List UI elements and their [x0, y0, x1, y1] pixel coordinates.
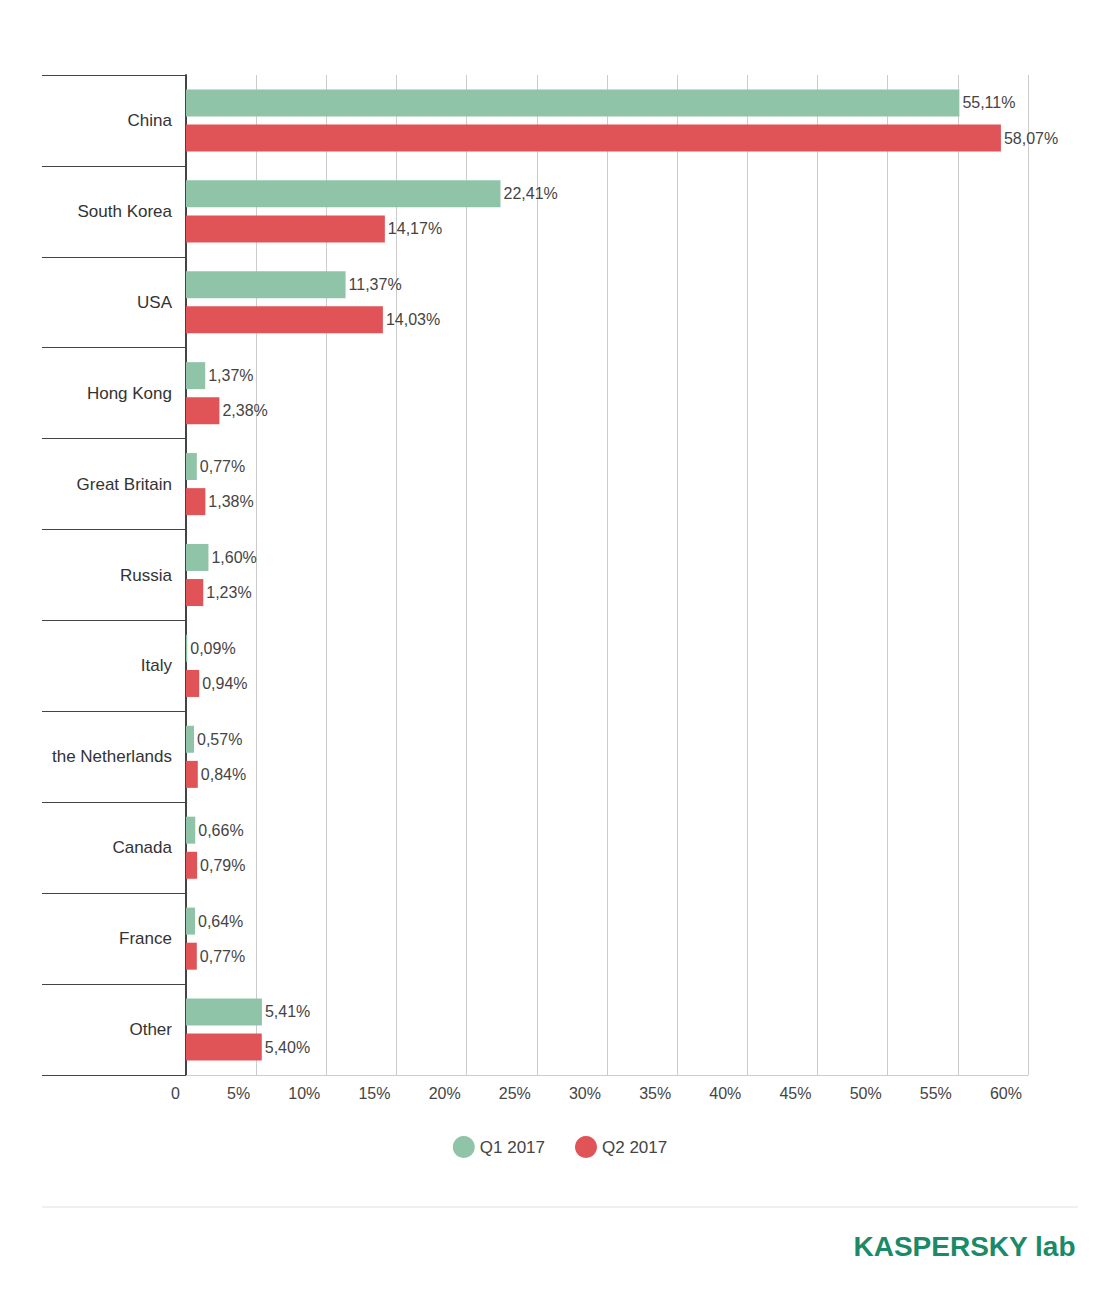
- svg-text:Q2 2017: Q2 2017: [602, 1138, 667, 1157]
- svg-text:South Korea: South Korea: [77, 202, 172, 221]
- svg-text:2,38%: 2,38%: [222, 402, 267, 419]
- svg-text:0,77%: 0,77%: [200, 948, 245, 965]
- svg-text:0,64%: 0,64%: [198, 913, 243, 930]
- svg-text:Q1 2017: Q1 2017: [480, 1138, 545, 1157]
- svg-text:0,66%: 0,66%: [198, 822, 243, 839]
- svg-text:14,17%: 14,17%: [388, 220, 442, 237]
- svg-text:14,03%: 14,03%: [386, 311, 440, 328]
- svg-text:Hong Kong: Hong Kong: [87, 384, 172, 403]
- svg-text:11,37%: 11,37%: [349, 276, 402, 293]
- svg-text:40%: 40%: [709, 1085, 741, 1102]
- svg-text:5,41%: 5,41%: [265, 1003, 310, 1020]
- svg-text:55%: 55%: [920, 1085, 952, 1102]
- svg-text:Other: Other: [129, 1020, 172, 1039]
- svg-text:0,84%: 0,84%: [201, 766, 246, 783]
- svg-text:55,11%: 55,11%: [962, 94, 1015, 111]
- svg-text:0,09%: 0,09%: [190, 640, 235, 657]
- svg-text:20%: 20%: [429, 1085, 461, 1102]
- svg-text:USA: USA: [137, 293, 173, 312]
- svg-text:Russia: Russia: [120, 566, 173, 585]
- svg-text:45%: 45%: [779, 1085, 811, 1102]
- svg-text:the Netherlands: the Netherlands: [52, 747, 172, 766]
- svg-text:50%: 50%: [850, 1085, 882, 1102]
- svg-text:35%: 35%: [639, 1085, 671, 1102]
- svg-text:0,79%: 0,79%: [200, 857, 245, 874]
- svg-text:22,41%: 22,41%: [503, 185, 557, 202]
- svg-text:1,60%: 1,60%: [211, 549, 256, 566]
- svg-text:0,77%: 0,77%: [200, 458, 245, 475]
- svg-text:25%: 25%: [499, 1085, 531, 1102]
- svg-text:10%: 10%: [288, 1085, 320, 1102]
- svg-text:5,40%: 5,40%: [265, 1039, 310, 1056]
- svg-text:Canada: Canada: [112, 838, 172, 857]
- svg-text:France: France: [119, 929, 172, 948]
- svg-text:15%: 15%: [358, 1085, 390, 1102]
- svg-text:1,38%: 1,38%: [208, 493, 253, 510]
- svg-text:0,57%: 0,57%: [197, 731, 242, 748]
- svg-text:1,23%: 1,23%: [206, 584, 251, 601]
- svg-text:5%: 5%: [227, 1085, 250, 1102]
- svg-text:60%: 60%: [990, 1085, 1022, 1102]
- svg-text:KASPERSKY lab: KASPERSKY lab: [854, 1231, 1076, 1262]
- svg-text:Great Britain: Great Britain: [77, 475, 172, 494]
- svg-text:58,07%: 58,07%: [1004, 130, 1058, 147]
- svg-text:0,94%: 0,94%: [202, 675, 247, 692]
- svg-text:0: 0: [171, 1085, 180, 1102]
- svg-text:30%: 30%: [569, 1085, 601, 1102]
- svg-text:China: China: [128, 111, 173, 130]
- svg-text:1,37%: 1,37%: [208, 367, 253, 384]
- svg-text:Italy: Italy: [141, 656, 173, 675]
